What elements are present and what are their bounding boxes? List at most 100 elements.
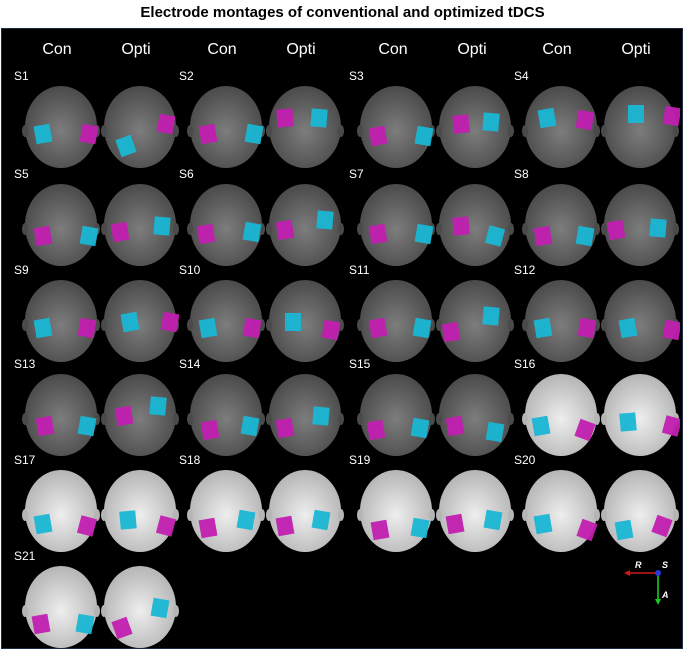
head-montage-opti <box>266 184 344 266</box>
ear-shape <box>338 125 344 137</box>
ear-shape <box>601 319 607 331</box>
ear-shape <box>508 319 514 331</box>
scalp-surface <box>525 86 597 168</box>
head-montage-con <box>22 470 100 552</box>
scalp-surface <box>604 280 676 362</box>
ear-shape <box>22 319 28 331</box>
scalp-surface <box>269 470 341 552</box>
electrode-magenta <box>576 518 598 542</box>
head-montage-opti <box>436 470 514 552</box>
ear-shape <box>508 509 514 521</box>
electrode-cyan <box>628 105 644 123</box>
ear-shape <box>357 413 363 425</box>
ear-shape <box>508 223 514 235</box>
head-montage-con <box>22 374 100 456</box>
subject-label: S18 <box>179 453 201 467</box>
electrode-magenta <box>242 317 262 339</box>
ear-shape <box>94 509 100 521</box>
electrode-magenta <box>200 419 220 441</box>
electrode-magenta <box>110 221 130 243</box>
head-montage-opti <box>101 470 179 552</box>
electrode-magenta <box>198 517 218 539</box>
head-montage-opti <box>601 86 680 168</box>
subject-label: S16 <box>514 357 536 371</box>
electrode-magenta <box>156 113 176 135</box>
electrode-magenta <box>198 123 218 145</box>
electrode-cyan <box>240 415 260 437</box>
electrode-magenta <box>662 105 680 127</box>
electrode-magenta <box>662 319 680 341</box>
electrode-cyan <box>414 125 434 147</box>
electrode-cyan <box>33 317 53 339</box>
head-montage-opti <box>601 374 680 456</box>
column-header-opti: Opti <box>621 41 651 58</box>
head-montage-con <box>187 86 265 168</box>
montage-panel: Con Opti Con Opti Con Opti Con Opti R S … <box>1 28 683 649</box>
scalp-surface <box>104 280 176 362</box>
column-header-con: Con <box>42 41 72 58</box>
column-header-con: Con <box>378 41 408 58</box>
electrode-magenta <box>452 114 470 134</box>
ear-shape <box>508 125 514 137</box>
electrode-cyan <box>533 513 553 535</box>
scalp-surface <box>360 374 432 456</box>
ear-shape <box>173 223 179 235</box>
head-montage-con <box>357 374 435 456</box>
subject-label: S14 <box>179 357 201 371</box>
ear-shape <box>94 605 100 617</box>
electrode-magenta <box>575 109 595 131</box>
head-montage-opti <box>436 86 514 168</box>
electrode-cyan <box>310 108 328 128</box>
subject-label: S11 <box>349 263 370 277</box>
electrode-magenta <box>196 223 216 245</box>
subject-label: S19 <box>349 453 371 467</box>
ear-shape <box>173 125 179 137</box>
column-header-con: Con <box>207 41 237 58</box>
electrode-cyan <box>79 225 99 247</box>
electrode-cyan <box>410 517 430 539</box>
ear-shape <box>522 413 528 425</box>
electrode-cyan <box>482 306 500 326</box>
ear-shape <box>357 223 363 235</box>
ear-shape <box>22 223 28 235</box>
electrode-magenta <box>114 405 134 427</box>
electrode-cyan <box>311 509 331 531</box>
electrode-cyan <box>482 112 500 132</box>
scalp-surface <box>360 184 432 266</box>
column-header-opti: Opti <box>121 41 151 58</box>
subject-label: S2 <box>179 69 194 83</box>
subject-label: S1 <box>14 69 29 83</box>
scalp-surface <box>25 86 97 168</box>
head-montage-con <box>357 86 435 168</box>
electrode-cyan <box>153 216 171 236</box>
electrode-magenta <box>111 616 133 640</box>
ear-shape <box>173 413 179 425</box>
head-montage-opti <box>436 280 514 362</box>
ear-shape <box>101 223 107 235</box>
ear-shape <box>594 413 600 425</box>
ear-shape <box>436 319 442 331</box>
electrode-cyan <box>531 415 551 437</box>
ear-shape <box>522 319 528 331</box>
scalp-surface <box>190 470 262 552</box>
electrode-cyan <box>484 225 506 247</box>
electrode-magenta <box>368 125 388 147</box>
electrode-cyan <box>537 107 557 129</box>
electrode-cyan <box>414 223 434 245</box>
ear-shape <box>429 413 435 425</box>
ear-shape <box>436 223 442 235</box>
electrode-cyan <box>120 311 140 333</box>
electrode-cyan <box>198 317 218 339</box>
head-montage-opti <box>436 184 514 266</box>
ear-shape <box>673 125 679 137</box>
figure-title: Electrode montages of conventional and o… <box>140 4 545 21</box>
electrode-cyan <box>649 218 667 238</box>
scalp-surface <box>190 280 262 362</box>
electrode-magenta <box>155 515 177 537</box>
ear-shape <box>338 319 344 331</box>
head-montage-opti <box>101 86 179 168</box>
column-header-opti: Opti <box>457 41 487 58</box>
electrode-magenta <box>366 419 386 441</box>
electrode-magenta <box>368 317 388 339</box>
ear-shape <box>338 413 344 425</box>
